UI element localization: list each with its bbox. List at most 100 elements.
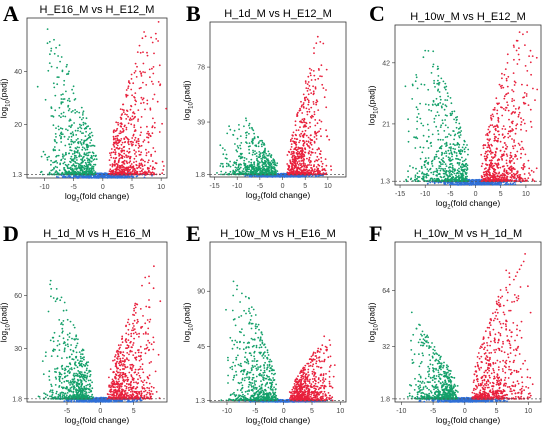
point-up-regulated	[314, 152, 317, 154]
point-up-regulated	[503, 150, 506, 153]
point-down-regulated	[419, 117, 422, 120]
point-up-regulated	[127, 141, 129, 144]
point-up-regulated	[117, 123, 120, 126]
point-up-regulated	[117, 141, 120, 144]
point-up-regulated	[123, 162, 125, 165]
point-down-regulated	[57, 55, 59, 57]
point-up-regulated	[135, 164, 138, 166]
point-down-regulated	[452, 147, 455, 150]
point-down-regulated	[451, 166, 454, 169]
panel-letter: A	[3, 1, 19, 26]
point-down-regulated	[427, 157, 430, 159]
point-up-regulated	[507, 130, 510, 133]
point-up-regulated	[114, 135, 117, 138]
point-up-regulated	[490, 156, 493, 158]
point-down-regulated	[63, 79, 66, 82]
point-down-regulated	[54, 140, 56, 143]
point-down-regulated	[83, 159, 86, 162]
point-not-significant	[473, 179, 475, 182]
point-up-regulated	[508, 118, 510, 121]
point-down-regulated	[85, 163, 88, 166]
point-up-regulated	[482, 171, 485, 174]
point-up-regulated	[488, 125, 490, 128]
point-up-regulated	[124, 113, 126, 115]
point-down-regulated	[76, 159, 78, 161]
point-down-regulated	[449, 97, 452, 99]
point-up-regulated	[134, 62, 137, 65]
point-down-regulated	[76, 146, 79, 149]
point-down-regulated	[465, 169, 468, 172]
point-up-regulated	[484, 152, 487, 155]
point-up-regulated	[134, 92, 137, 94]
point-up-regulated	[314, 86, 317, 89]
point-up-regulated	[490, 153, 492, 155]
point-down-regulated	[257, 166, 259, 169]
point-up-regulated	[309, 154, 312, 156]
point-up-regulated	[299, 126, 301, 129]
point-up-regulated	[313, 165, 315, 168]
point-down-regulated	[63, 161, 66, 164]
point-up-regulated	[509, 135, 511, 138]
point-up-regulated	[513, 99, 515, 102]
point-down-regulated	[435, 104, 438, 107]
point-down-regulated	[430, 160, 433, 163]
point-up-regulated	[110, 148, 113, 150]
point-down-regulated	[72, 110, 74, 112]
point-up-regulated	[146, 125, 148, 128]
point-up-regulated	[305, 96, 308, 99]
point-down-regulated	[69, 149, 72, 152]
point-down-regulated	[58, 114, 61, 117]
point-down-regulated	[449, 143, 452, 146]
point-down-regulated	[88, 136, 90, 139]
point-up-regulated	[299, 156, 302, 158]
point-down-regulated	[46, 156, 49, 159]
point-up-regulated	[502, 174, 504, 177]
point-up-regulated	[308, 160, 310, 162]
point-down-regulated	[89, 127, 91, 130]
point-up-regulated	[518, 174, 520, 176]
point-down-regulated	[261, 145, 263, 148]
point-up-regulated	[309, 125, 312, 128]
point-down-regulated	[458, 174, 460, 177]
point-down-regulated	[263, 167, 266, 170]
point-down-regulated	[85, 117, 88, 120]
point-down-regulated	[414, 80, 417, 83]
point-up-regulated	[144, 170, 146, 173]
point-down-regulated	[242, 172, 244, 174]
point-down-regulated	[431, 162, 433, 165]
point-up-regulated	[518, 144, 521, 146]
point-down-regulated	[456, 169, 459, 172]
point-up-regulated	[305, 121, 307, 124]
point-up-regulated	[515, 177, 518, 180]
point-down-regulated	[72, 164, 74, 167]
point-down-regulated	[463, 148, 466, 151]
point-down-regulated	[430, 171, 433, 174]
point-down-regulated	[435, 97, 438, 100]
point-down-regulated	[435, 155, 438, 158]
point-down-regulated	[76, 110, 78, 113]
point-down-regulated	[74, 140, 76, 143]
point-up-regulated	[302, 119, 305, 122]
point-down-regulated	[433, 121, 436, 123]
point-down-regulated	[93, 172, 96, 175]
point-up-regulated	[307, 140, 310, 143]
point-down-regulated	[442, 157, 445, 160]
point-down-regulated	[69, 166, 72, 169]
point-up-regulated	[122, 160, 125, 163]
point-up-regulated	[133, 71, 136, 74]
point-down-regulated	[64, 115, 67, 118]
point-down-regulated	[259, 152, 262, 155]
point-up-regulated	[147, 136, 150, 139]
point-down-regulated	[68, 143, 70, 146]
point-down-regulated	[466, 175, 468, 178]
point-down-regulated	[262, 161, 265, 164]
point-up-regulated	[319, 75, 321, 77]
point-up-regulated	[130, 78, 133, 80]
point-up-regulated	[126, 156, 128, 159]
point-down-regulated	[73, 170, 75, 173]
point-down-regulated	[258, 171, 261, 173]
point-up-regulated	[301, 149, 304, 152]
point-down-regulated	[244, 163, 247, 165]
point-down-regulated	[84, 172, 87, 175]
point-up-regulated	[481, 162, 484, 165]
